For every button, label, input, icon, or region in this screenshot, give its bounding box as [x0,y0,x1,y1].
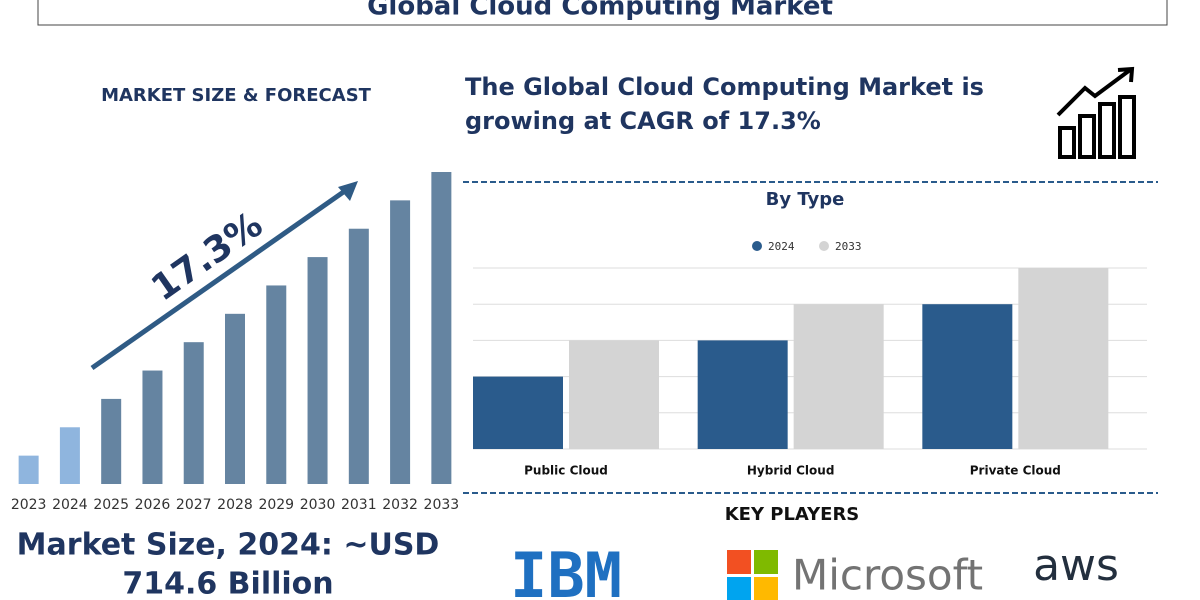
x-tick-label: 2028 [217,497,253,513]
title-box [37,0,1168,26]
bar [569,340,659,449]
x-tick-label: 2031 [341,497,377,513]
market-size: Market Size, 2024: ~USD [17,528,440,563]
market-size: 714.6 Billion [122,567,333,600]
x-tick-label: 2033 [424,497,460,513]
logo-microsoft: Microsoft [792,551,983,600]
type-title: By Type [766,189,845,210]
bar [142,370,163,484]
x-tick-label: Private Cloud [970,464,1061,478]
bar [266,285,287,484]
bar [348,228,369,484]
microsoft-squares [727,550,778,600]
x-tick-label: 2024 [52,497,88,513]
x-tick-label: 2029 [258,497,294,513]
forecast-title: MARKET SIZE & FORECAST [101,85,372,106]
x-tick-label: 2023 [11,497,47,513]
page-title: Global Cloud Computing Market [367,0,833,22]
logo-aws: aws [1033,540,1119,591]
x-tick-label: 2027 [176,497,212,513]
bar [473,376,563,449]
key-players-title: KEY PLAYERS [725,504,860,525]
bar [183,342,204,484]
logo-ibm: IBM [510,539,622,600]
x-tick-label: 2026 [135,497,171,513]
bar [697,340,788,449]
legend-swatch [752,241,762,251]
x-tick-label: 2030 [300,497,336,513]
headline: The Global Cloud Computing Market is grow… [465,73,984,135]
bar [793,304,884,449]
bar [431,172,452,484]
bar [59,427,80,484]
trend-arrow [90,183,354,371]
x-tick-label: Hybrid Cloud [747,464,835,478]
bar [101,398,122,484]
legend-label: 2033 [835,240,862,253]
bar [307,257,328,484]
bar [390,200,411,484]
bar [922,304,1013,449]
bar [18,455,39,484]
bar [225,313,245,484]
x-tick-label: 2025 [93,497,129,513]
legend-label: 2024 [768,240,795,253]
x-tick-label: Public Cloud [524,464,608,478]
x-tick-label: 2032 [382,497,418,513]
growth-icon [1056,66,1136,159]
bar [1018,268,1109,449]
trend-arrow-head [338,181,358,201]
legend-swatch [819,241,829,251]
